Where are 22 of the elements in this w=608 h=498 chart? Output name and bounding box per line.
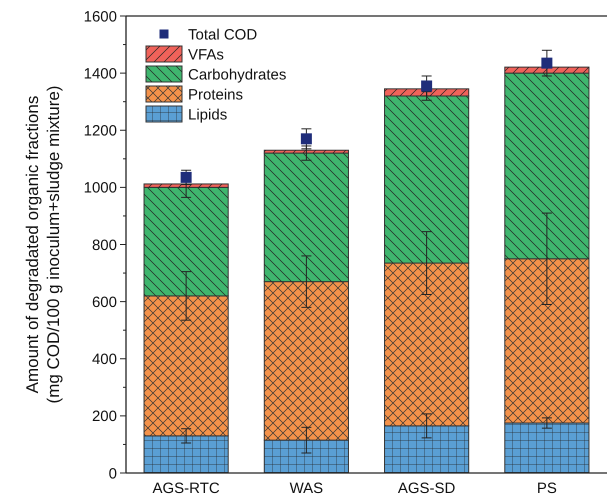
x-tick-label: WAS	[290, 480, 324, 497]
legend-label: Proteins	[188, 86, 244, 104]
point	[541, 58, 552, 69]
x-tick-label: PS	[536, 480, 557, 497]
y-axis-title: Amount of degradated organic fractions (mg COD/100 g inoculum+sludge mixture)	[23, 86, 63, 404]
point	[180, 172, 192, 183]
legend-label: Carbohydrates	[188, 66, 286, 84]
y-tick-label: 1400	[84, 65, 117, 82]
y-tick-label: 400	[92, 351, 117, 368]
y-tick-label: 800	[92, 236, 117, 254]
legend-label: Total COD	[188, 26, 258, 44]
legend-label: Lipids	[188, 106, 228, 124]
x-tick-label: AGS-RTC	[152, 480, 220, 497]
y-tick-label: 200	[92, 408, 117, 426]
y-tick-label: 1200	[84, 122, 117, 140]
point	[421, 80, 432, 92]
y-tick-label: 1000	[84, 180, 117, 197]
x-tick-label: AGS-SD	[398, 480, 456, 497]
legend-label: VFAs	[188, 46, 224, 64]
y-tick-label: 1600	[84, 8, 117, 26]
y-tick-label: 600	[92, 294, 117, 311]
y-tick-label: 0	[108, 465, 117, 482]
